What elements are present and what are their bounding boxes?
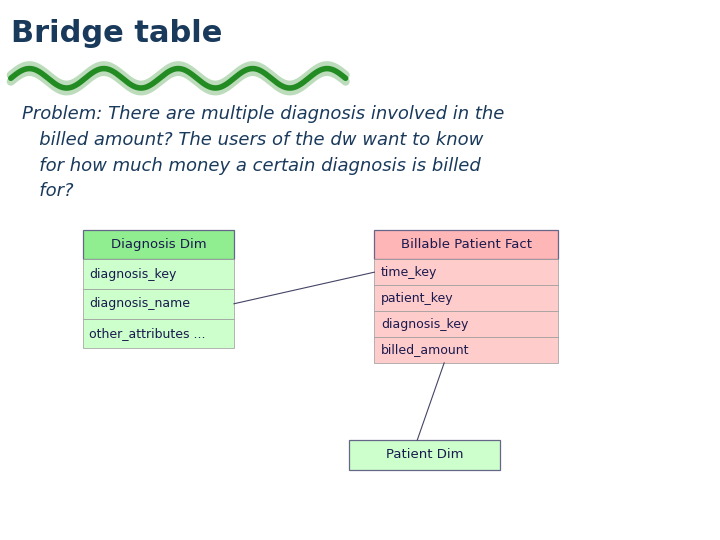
Text: Patient Dim: Patient Dim (386, 448, 464, 462)
Text: billed_amount: billed_amount (381, 343, 469, 356)
Text: Bridge table: Bridge table (11, 19, 222, 48)
Bar (374, 337, 558, 363)
Bar (83, 230, 234, 259)
Text: diagnosis_name: diagnosis_name (89, 297, 190, 310)
Bar (374, 230, 558, 259)
Text: Problem: There are multiple diagnosis involved in the
   billed amount? The user: Problem: There are multiple diagnosis in… (22, 105, 504, 200)
Bar (374, 311, 558, 337)
Bar (83, 319, 234, 348)
Text: diagnosis_key: diagnosis_key (381, 318, 468, 330)
Bar (83, 259, 234, 289)
Text: Billable Patient Fact: Billable Patient Fact (401, 238, 531, 251)
Bar (349, 440, 500, 470)
Text: time_key: time_key (381, 266, 437, 279)
Text: Diagnosis Dim: Diagnosis Dim (111, 238, 206, 251)
Bar (83, 289, 234, 319)
Text: patient_key: patient_key (381, 292, 454, 305)
Text: other_attributes ...: other_attributes ... (89, 327, 206, 340)
Text: diagnosis_key: diagnosis_key (89, 267, 176, 281)
Bar (374, 259, 558, 285)
Bar (374, 285, 558, 311)
